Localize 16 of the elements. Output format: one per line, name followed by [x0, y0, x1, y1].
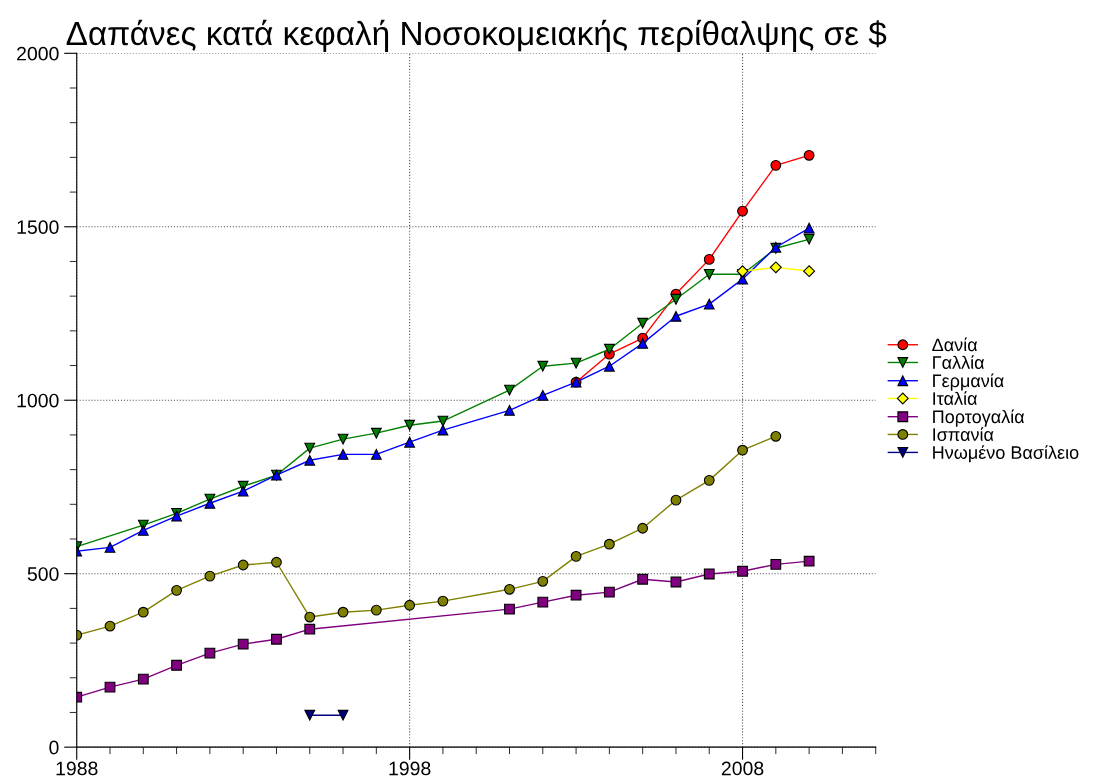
legend-label: Γαλλία — [933, 355, 985, 369]
y-tick-label: 2000 — [17, 46, 59, 61]
x-tick-label: 1998 — [389, 761, 431, 776]
y-tick-label: 0 — [49, 740, 59, 755]
legend-label: Πορτογαλία — [933, 409, 1025, 427]
x-tick-label: 2008 — [721, 761, 764, 776]
y-tick-label: 1000 — [17, 393, 59, 408]
y-tick-label: 500 — [27, 567, 59, 581]
legend-label: Γερμανία — [933, 373, 1004, 391]
legend-label: Ιταλία — [933, 391, 977, 405]
legend-label: Ισπανία — [933, 427, 994, 441]
y-tick-label: 1500 — [17, 220, 59, 235]
legend-label: Ηνωμένο Βασίλειο — [933, 445, 1079, 463]
x-tick-label: 1988 — [56, 761, 98, 776]
legend-label: Δανία — [932, 337, 978, 352]
chart-title: Δαπάνες κατά κεφαλή Νοσοκομειακής περίθαλψης σε $ — [66, 19, 887, 52]
